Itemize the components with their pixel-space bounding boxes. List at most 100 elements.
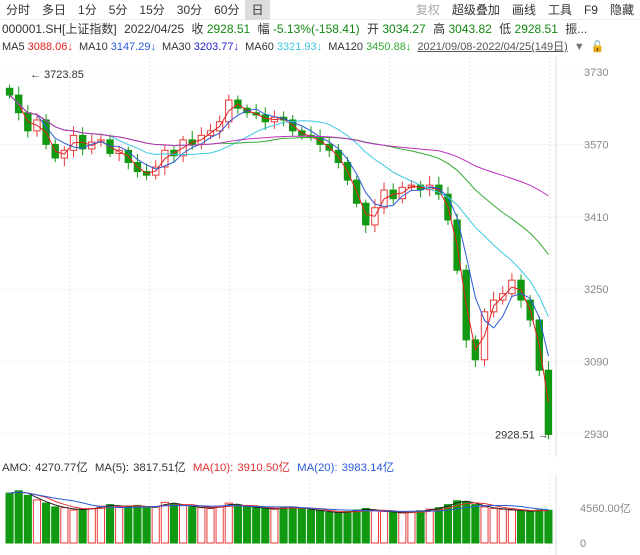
amo-label: AMO:: [2, 462, 32, 474]
period-tab-7[interactable]: 日: [245, 0, 270, 20]
amo-value: 4270.77亿: [35, 462, 88, 474]
volume-bar: [169, 503, 179, 544]
volume-bar: [115, 506, 124, 544]
min-price-label: 2928.51 →: [495, 430, 549, 442]
volume-bar: [297, 507, 306, 544]
high-value: 3043.82: [448, 22, 492, 36]
volume-bar: [334, 512, 343, 544]
close-label: 收: [191, 22, 204, 36]
period-toolbar: 分时 多日 1分 5分 15分 30分 60分日 复权 超级叠加 画线 工具 F9 隐藏: [0, 0, 640, 20]
vol-ma10-label: MA(10):: [192, 462, 234, 474]
y-tick-label: 3090: [584, 357, 608, 369]
period-tab-5[interactable]: 30分: [176, 2, 203, 17]
volume-bar: [471, 504, 480, 544]
volume-bar: [316, 510, 325, 544]
volume-bar: [453, 500, 462, 544]
volume-legend: AMO: 4270.77亿 MA(5): 3817.51亿 MA(10): 3910.…: [2, 459, 398, 475]
toolbar-button-2[interactable]: 画线: [511, 2, 536, 17]
volume-bar: [188, 506, 197, 544]
price-chart[interactable]: 3730 3570 3410 3250 3090 2930 ← 3723.85 2928.51…: [0, 57, 640, 457]
volume-bar: [261, 507, 270, 544]
volume-bar: [197, 507, 206, 544]
vol-ma5-label: MA(5):: [94, 462, 130, 474]
toolbar-button-0[interactable]: 复权: [415, 2, 440, 17]
open-label: 开: [366, 22, 379, 36]
volume-bar: [215, 505, 224, 544]
volume-bar: [325, 511, 334, 544]
toolbar-button-4[interactable]: F9: [583, 2, 598, 17]
ma10-line: [9, 94, 549, 357]
volume-bar: [105, 504, 115, 544]
ma10-value: 3147.29↓: [110, 41, 156, 53]
volume-bar: [133, 504, 142, 544]
volume-bar: [233, 504, 242, 544]
ma30-label: MA30: [162, 41, 191, 53]
ma5-label: MA5: [2, 41, 25, 53]
period-tab-3[interactable]: 5分: [108, 2, 128, 17]
volume-bar: [389, 511, 398, 544]
volume-bar: [498, 508, 507, 544]
ma120-value: 3450.88↓: [366, 41, 412, 53]
toolbar-button-5[interactable]: 隐藏: [609, 2, 634, 17]
period-tab-0[interactable]: 分时: [6, 2, 31, 17]
volume-bar: [87, 507, 96, 544]
volume-bar: [379, 511, 389, 544]
ma120-line: [9, 94, 549, 197]
change-label: 幅: [257, 22, 270, 36]
volume-bar: [544, 509, 553, 544]
volume-bar: [489, 507, 498, 544]
volume-bar: [443, 504, 453, 544]
volume-ma20-line: [9, 491, 549, 512]
y-tick-label: 3410: [584, 212, 608, 224]
period-tab-6[interactable]: 60分: [214, 2, 240, 17]
volume-bar: [270, 508, 279, 544]
volume-bar: [78, 508, 87, 544]
toolbar-button-1[interactable]: 超级叠加: [451, 2, 500, 17]
volume-chart[interactable]: 4560.00亿 0: [0, 475, 640, 555]
volume-bar: [361, 507, 370, 544]
volume-bar: [206, 507, 215, 544]
volume-bar: [14, 490, 23, 544]
volume-bar: [96, 505, 105, 544]
volume-bar: [142, 507, 151, 544]
toolbar-button-3[interactable]: 工具: [547, 2, 572, 17]
volume-bar: [407, 511, 416, 544]
volume-bar: [370, 510, 379, 544]
period-tab-2[interactable]: 1分: [78, 2, 97, 17]
volume-bar: [398, 512, 407, 544]
volume-bar: [416, 510, 425, 544]
volume-bar: [160, 501, 169, 544]
y-tick-label: 3250: [584, 284, 608, 296]
low-value: 2928.51: [514, 22, 558, 36]
volume-bar: [306, 509, 316, 544]
ma5-value: 3088.06↓: [27, 41, 73, 53]
ma120-label: MA120: [328, 41, 364, 53]
quote-date: 2022/04/25: [124, 22, 185, 36]
change-value: -5.13%(-158.41): [272, 22, 360, 36]
volume-ma10-line: [9, 491, 549, 513]
date-range[interactable]: 2021/09/08-2022/04/25(149日): [417, 41, 568, 53]
amplitude-label: 振...: [565, 22, 588, 36]
dropdown-triangle-icon[interactable]: ▼: [573, 41, 585, 53]
period-tab-4[interactable]: 15分: [139, 2, 165, 17]
volume-bar: [526, 511, 535, 544]
max-price-label: ← 3723.85: [30, 69, 84, 81]
volume-bar: [242, 506, 252, 544]
vol-ma20-label: MA(20):: [297, 462, 338, 474]
ma5-line: [9, 94, 549, 403]
high-label: 高: [433, 22, 446, 36]
volume-bar: [507, 509, 516, 544]
lock-icon[interactable]: 🔓: [590, 41, 605, 53]
volume-bar: [535, 509, 544, 544]
volume-bar: [252, 507, 261, 544]
volume-bar: [516, 510, 526, 544]
vol-ma10-value: 3910.50亿: [237, 462, 290, 474]
volume-bar: [51, 506, 60, 544]
ma-legend: MA5 3088.06↓ MA10 3147.29↓ MA30 3203.77↓ MA…: [2, 39, 638, 56]
volume-axis-top: 4560.00亿: [580, 502, 631, 515]
volume-bar: [60, 507, 69, 544]
volume-bar: [124, 505, 133, 544]
y-tick-label: 3730: [584, 67, 608, 79]
volume-bar: [151, 506, 160, 544]
period-tab-1[interactable]: 多日: [42, 2, 67, 17]
